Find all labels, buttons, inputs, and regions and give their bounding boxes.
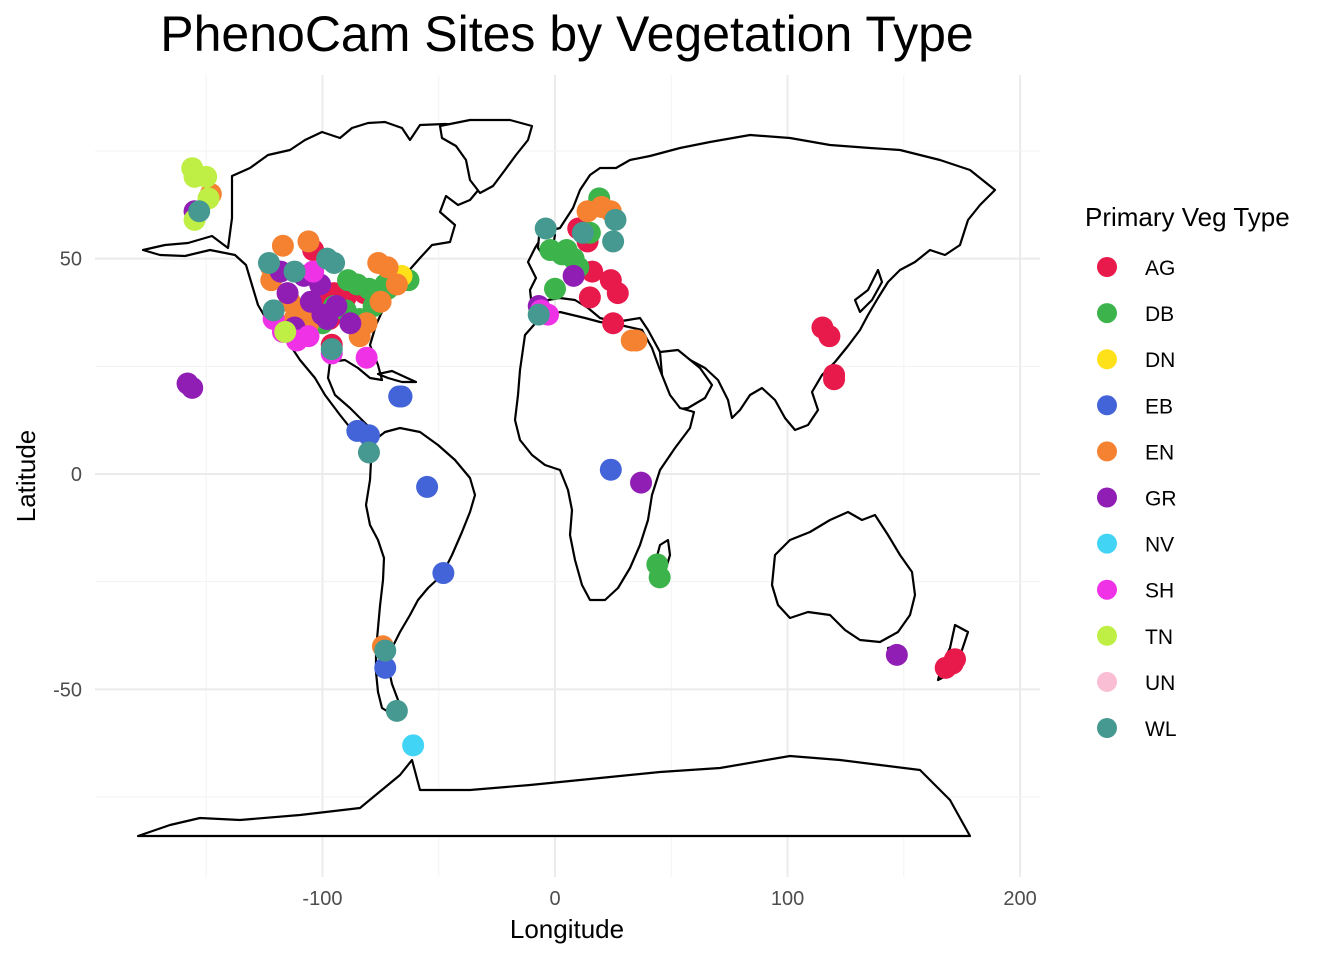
legend-key-en bbox=[1097, 441, 1117, 462]
site-point-tn bbox=[274, 320, 297, 343]
world-basemap bbox=[136, 118, 997, 838]
site-point-gr bbox=[181, 376, 204, 399]
legend-label: EB bbox=[1145, 395, 1173, 418]
site-point-en bbox=[625, 329, 648, 352]
site-point-eb bbox=[416, 475, 439, 498]
legend-label: UN bbox=[1145, 672, 1175, 695]
site-point-ag bbox=[943, 648, 966, 671]
site-point-wl bbox=[357, 441, 380, 464]
australia-outline bbox=[770, 510, 917, 644]
legend-key-un bbox=[1097, 671, 1117, 692]
site-point-nv bbox=[402, 734, 425, 757]
x-tick-label: 0 bbox=[549, 888, 560, 910]
legend-label: NV bbox=[1145, 534, 1174, 557]
cuba-outline bbox=[376, 369, 418, 384]
legend-label: WL bbox=[1145, 718, 1177, 741]
site-point-wl bbox=[604, 208, 627, 231]
site-point-ag bbox=[823, 368, 846, 391]
legend-key-wl bbox=[1097, 718, 1117, 738]
africa-outline bbox=[513, 310, 696, 602]
x-axis-ticks: -100 0 100 200 bbox=[302, 888, 1036, 910]
x-tick-label: 200 bbox=[1003, 888, 1036, 910]
site-point-gr bbox=[325, 295, 348, 318]
site-point-gr bbox=[276, 282, 299, 305]
site-point-wl bbox=[283, 260, 306, 283]
x-tick-label: -100 bbox=[302, 888, 342, 910]
antarctica-outline bbox=[136, 754, 972, 838]
site-point-wl bbox=[320, 338, 343, 361]
chart-title: PhenoCam Sites by Vegetation Type bbox=[160, 6, 974, 62]
legend-key-ag bbox=[1097, 257, 1117, 277]
legend: AG DB DN EB EN GR NV SH TN UN WL bbox=[1097, 257, 1177, 741]
site-point-wl bbox=[188, 200, 211, 223]
legend-key-nv bbox=[1097, 533, 1117, 554]
legend-label: AG bbox=[1145, 257, 1175, 280]
legend-label: TN bbox=[1145, 626, 1173, 649]
site-point-tn bbox=[195, 165, 218, 188]
site-point-sh bbox=[355, 346, 378, 369]
site-point-ag bbox=[578, 286, 601, 309]
site-points bbox=[176, 157, 966, 757]
legend-key-db bbox=[1097, 303, 1117, 324]
y-tick-label: 0 bbox=[71, 464, 82, 486]
site-point-ag bbox=[818, 325, 841, 348]
site-point-wl bbox=[571, 221, 594, 244]
site-point-en bbox=[297, 230, 320, 253]
legend-label: SH bbox=[1145, 580, 1174, 603]
legend-label: GR bbox=[1145, 488, 1177, 511]
y-tick-label: -50 bbox=[53, 679, 82, 701]
site-point-gr bbox=[562, 264, 585, 287]
site-point-db bbox=[544, 277, 566, 300]
site-point-ag bbox=[606, 282, 629, 305]
site-point-eb bbox=[432, 562, 455, 585]
site-point-wl bbox=[602, 230, 625, 253]
legend-key-sh bbox=[1097, 579, 1117, 600]
site-point-eb bbox=[374, 656, 397, 679]
site-point-gr bbox=[630, 471, 653, 494]
japan-outline bbox=[853, 268, 884, 314]
site-point-wl bbox=[527, 303, 550, 326]
x-tick-label: 100 bbox=[771, 888, 804, 910]
site-point-wl bbox=[257, 251, 280, 274]
site-point-eb bbox=[357, 424, 380, 447]
site-point-en bbox=[369, 290, 392, 313]
greenland-outline bbox=[438, 118, 534, 195]
site-point-sh bbox=[302, 260, 325, 283]
site-point-db bbox=[648, 566, 671, 589]
site-point-gr bbox=[339, 312, 362, 335]
legend-title: Primary Veg Type bbox=[1085, 202, 1290, 232]
site-point-sh bbox=[297, 325, 320, 348]
y-axis-title: Latitude bbox=[11, 430, 41, 523]
site-point-wl bbox=[385, 699, 408, 722]
site-point-ag bbox=[602, 312, 625, 335]
site-point-eb bbox=[599, 458, 622, 481]
legend-label: DB bbox=[1145, 303, 1174, 326]
legend-key-eb bbox=[1097, 395, 1117, 416]
x-axis-title: Longitude bbox=[510, 914, 624, 944]
site-point-en bbox=[271, 234, 294, 257]
site-point-en bbox=[376, 256, 399, 279]
site-point-wl bbox=[534, 217, 557, 240]
legend-label: DN bbox=[1145, 349, 1175, 372]
site-point-gr bbox=[885, 643, 908, 666]
site-point-wl bbox=[262, 299, 285, 322]
y-axis-ticks: -50 0 50 bbox=[53, 249, 82, 702]
legend-label: EN bbox=[1145, 441, 1174, 464]
site-point-wl bbox=[323, 251, 346, 274]
legend-key-tn bbox=[1097, 625, 1117, 646]
site-point-wl bbox=[374, 639, 397, 662]
site-point-eb bbox=[388, 385, 411, 408]
legend-key-gr bbox=[1097, 487, 1117, 508]
legend-key-dn bbox=[1097, 349, 1117, 370]
site-point-en bbox=[385, 273, 408, 296]
y-tick-label: 50 bbox=[60, 249, 82, 271]
